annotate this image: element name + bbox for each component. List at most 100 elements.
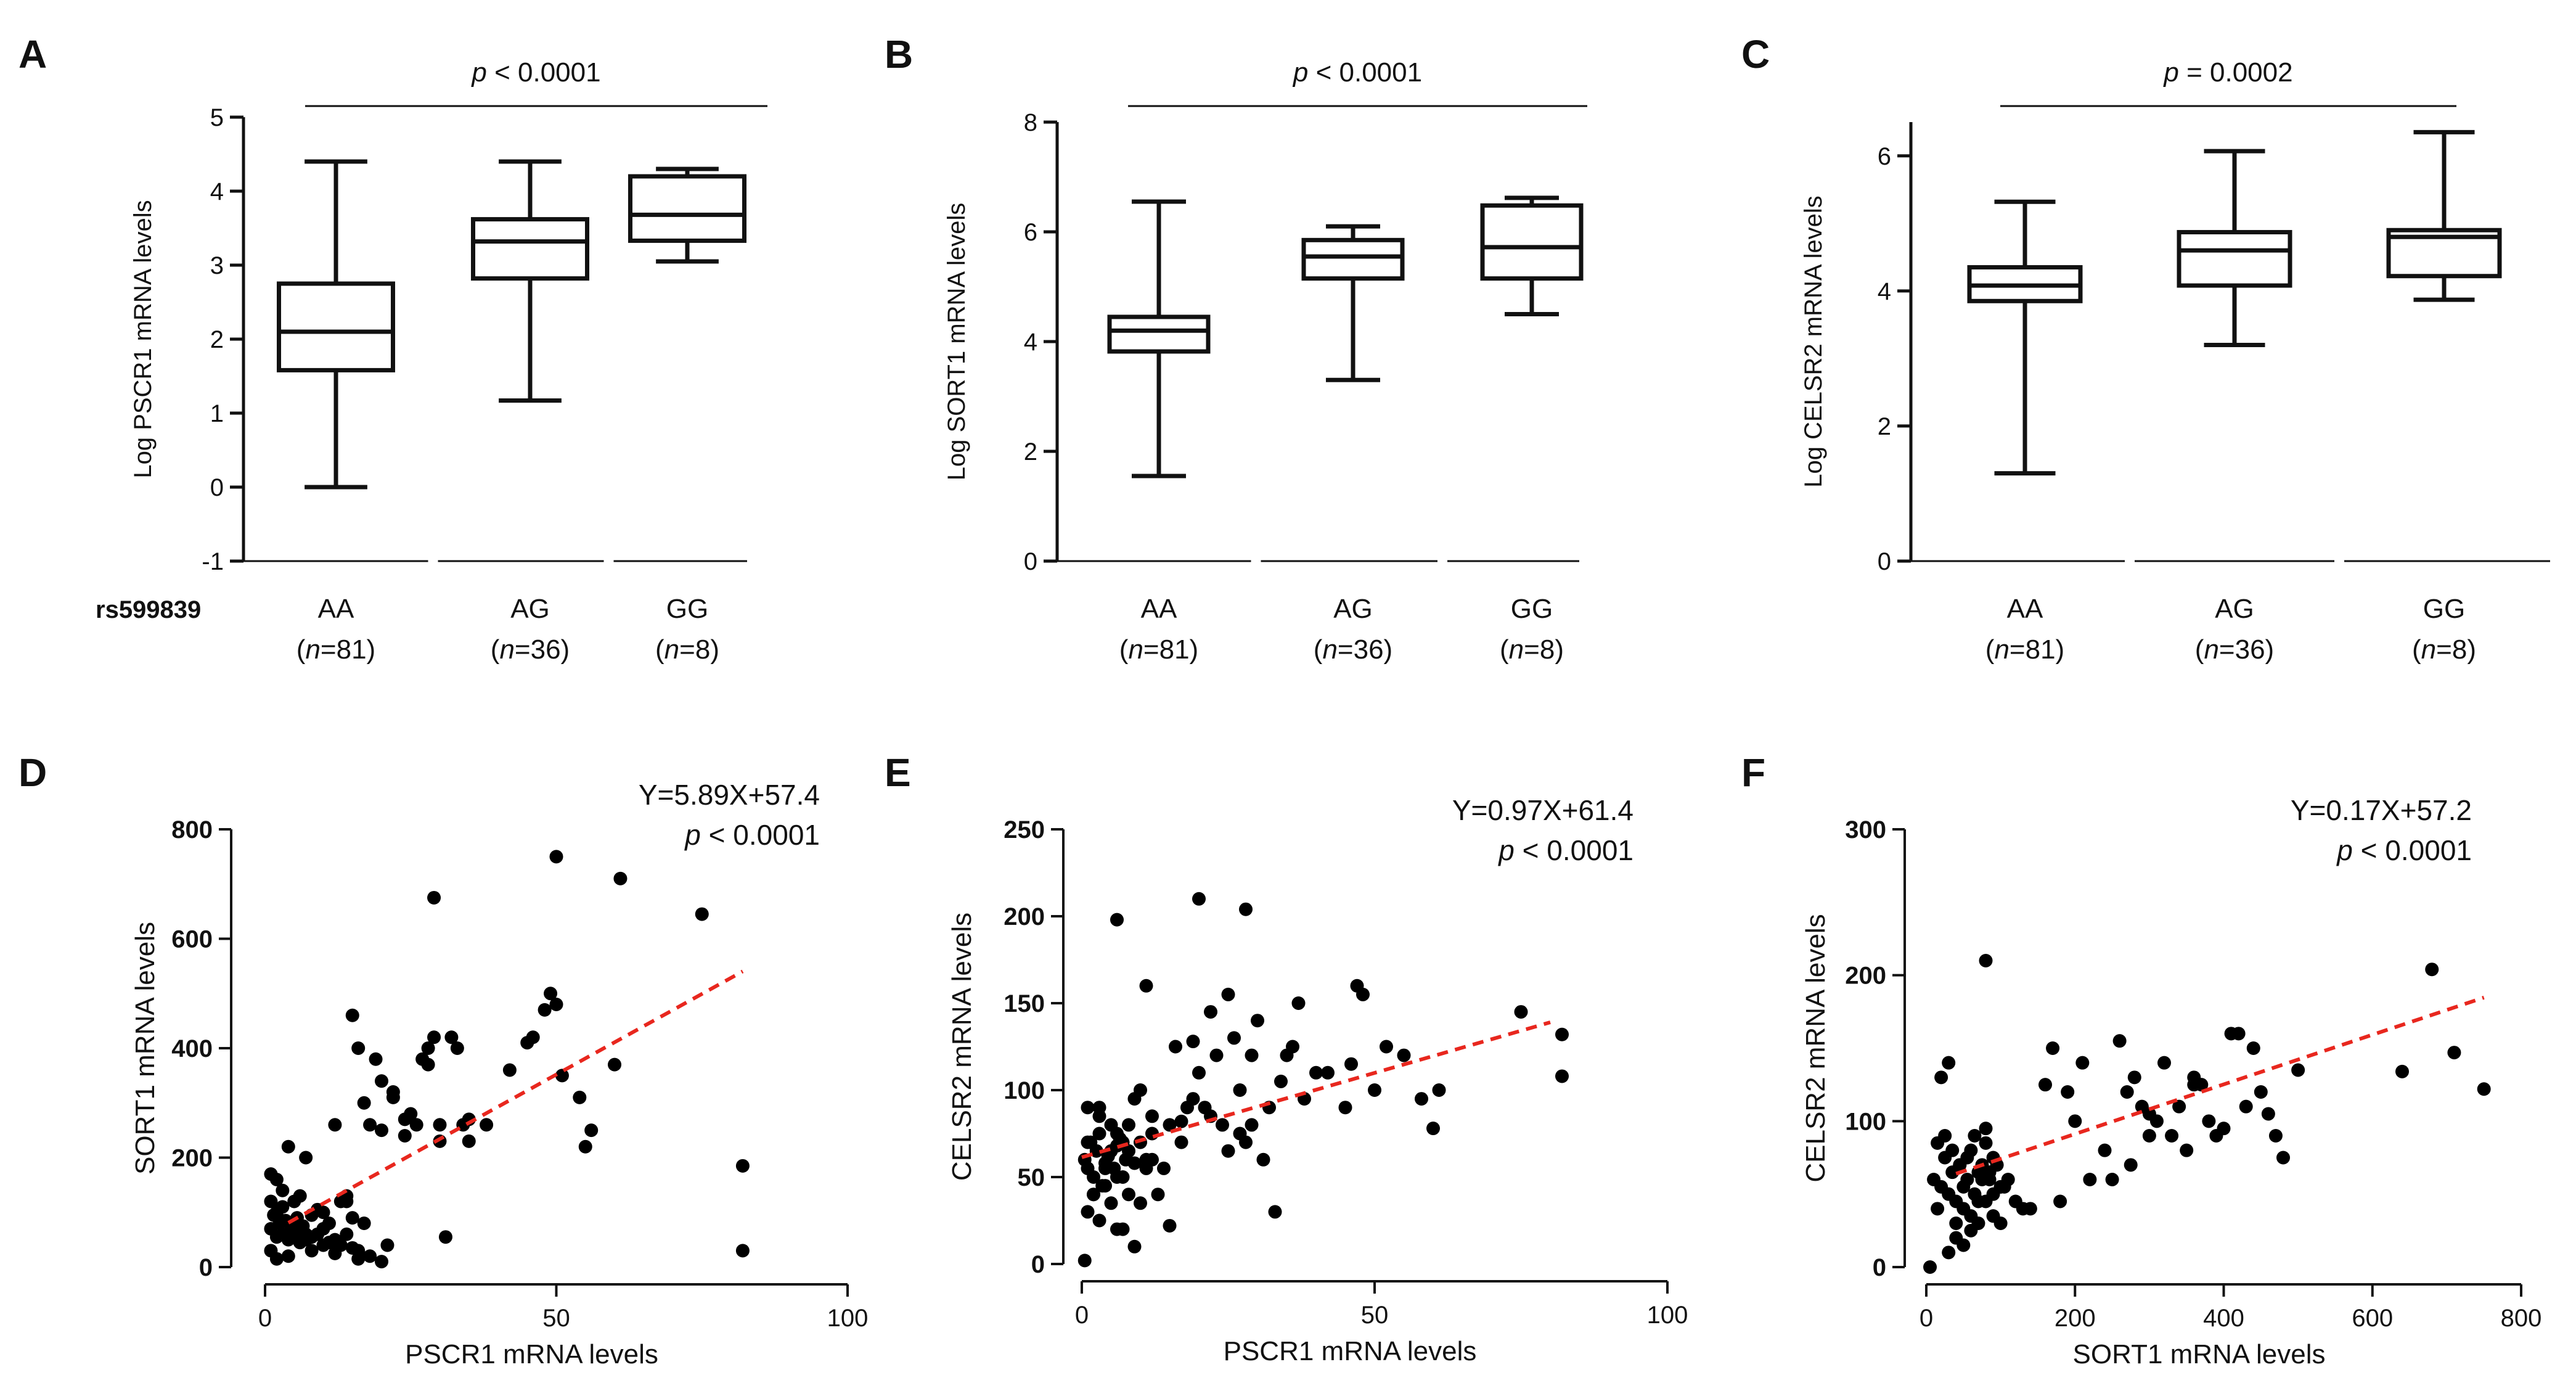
data-point	[1122, 1118, 1135, 1132]
x-tick-label: 600	[2352, 1305, 2393, 1332]
data-point	[2447, 1046, 2461, 1060]
data-point	[1122, 1188, 1135, 1202]
data-point	[1268, 1205, 1282, 1219]
box-AG	[1301, 224, 1405, 382]
data-point	[375, 1123, 388, 1138]
data-point	[351, 1252, 366, 1266]
data-point	[1081, 1101, 1095, 1115]
data-point	[480, 1118, 494, 1132]
data-point	[1233, 1127, 1247, 1141]
box-AA	[1967, 199, 2083, 476]
data-point	[1081, 1205, 1095, 1219]
scatter-points	[264, 850, 750, 1269]
data-point	[409, 1118, 423, 1132]
data-point	[2083, 1173, 2097, 1186]
data-point	[1174, 1114, 1188, 1128]
y-tick-label: 2	[1024, 438, 1037, 466]
box-GG	[628, 166, 746, 264]
data-point	[608, 1057, 621, 1072]
data-point	[1157, 1161, 1171, 1175]
box-AG	[2177, 149, 2292, 347]
data-point	[281, 1139, 295, 1154]
data-point	[427, 1030, 441, 1044]
data-point	[1309, 1065, 1323, 1080]
data-point	[2068, 1114, 2082, 1128]
regression-equation: Y=0.97X+61.4	[1452, 794, 1634, 826]
data-point	[1555, 1027, 1569, 1041]
y-tick-label: 0	[1878, 548, 1891, 575]
data-point	[1938, 1129, 1952, 1143]
category-label: AG	[2215, 594, 2254, 624]
data-point	[1087, 1170, 1100, 1184]
iqr-box	[1107, 314, 1211, 354]
p-value-label: p < 0.0001	[470, 57, 600, 88]
category-label: AA	[318, 594, 354, 624]
y-tick-label: 600	[171, 926, 213, 953]
category-label: AG	[1333, 594, 1373, 624]
data-point	[1186, 1092, 1200, 1106]
x-tick-label: 400	[2203, 1305, 2244, 1332]
data-point	[1192, 892, 1206, 906]
data-point	[450, 1041, 464, 1055]
data-point	[1145, 1152, 1159, 1167]
data-point	[1087, 1188, 1100, 1202]
data-point	[1151, 1188, 1165, 1202]
data-point	[1110, 1222, 1124, 1236]
iqr-box	[277, 281, 395, 372]
data-point	[573, 1090, 587, 1104]
y-axis-title: CELSR2 mRNA levels	[1801, 914, 1831, 1182]
data-point	[404, 1107, 418, 1121]
y-axis-title: Log SORT1 mRNA levels	[943, 203, 970, 481]
iqr-box	[1301, 237, 1405, 281]
data-point	[2246, 1041, 2260, 1055]
category-label: AG	[510, 594, 550, 624]
data-point	[1221, 1144, 1235, 1158]
data-point	[299, 1151, 313, 1165]
panel-letter: A	[18, 32, 47, 76]
data-point	[1145, 1127, 1159, 1141]
data-point	[1993, 1217, 2008, 1230]
data-point	[328, 1246, 342, 1260]
y-tick-label: 4	[1878, 278, 1891, 305]
y-tick-label: -1	[202, 548, 224, 575]
data-point	[276, 1183, 290, 1197]
x-tick-label: 50	[542, 1305, 570, 1332]
data-point	[421, 1057, 435, 1072]
box-AG	[471, 159, 589, 403]
y-tick-label: 100	[1845, 1108, 1886, 1135]
data-point	[2061, 1085, 2075, 1099]
category-n-label: (n=8)	[1500, 634, 1564, 665]
category-n-label: (n=8)	[2412, 634, 2476, 665]
data-point	[1145, 1109, 1159, 1123]
data-point	[1997, 1180, 2011, 1194]
data-point	[1960, 1151, 1974, 1165]
data-point	[363, 1118, 377, 1132]
data-point	[2180, 1143, 2194, 1157]
x-tick-label: 0	[1075, 1302, 1089, 1329]
panel-c-boxplot: C 0 2 4 6 Log CELSR2 mRNA levels p = 0.0002 AA (…	[1741, 32, 2550, 665]
iqr-box	[1480, 203, 1584, 281]
x-axis-title: PSCR1 mRNA levels	[1224, 1336, 1477, 1366]
data-point	[322, 1217, 336, 1230]
x-axis-title: SORT1 mRNA levels	[2073, 1339, 2326, 1369]
data-point	[2016, 1202, 2030, 1216]
data-point	[2120, 1085, 2134, 1099]
data-point	[555, 1069, 569, 1083]
data-point	[1432, 1083, 1446, 1097]
data-point	[2142, 1129, 2156, 1143]
data-point	[398, 1129, 412, 1143]
data-point	[1077, 1254, 1092, 1268]
data-point	[1092, 1213, 1106, 1228]
iqr-box	[628, 174, 746, 243]
data-point	[1251, 1014, 1264, 1028]
data-point	[1192, 1065, 1206, 1080]
data-point	[351, 1041, 366, 1055]
data-point	[1139, 979, 1153, 993]
y-tick-label: 4	[210, 178, 224, 205]
data-point	[2261, 1107, 2275, 1121]
data-point	[316, 1238, 330, 1252]
data-point	[264, 1194, 278, 1209]
category-label: AA	[2007, 594, 2043, 624]
data-point	[502, 1063, 517, 1077]
category-n-label: (n=36)	[1314, 634, 1392, 665]
